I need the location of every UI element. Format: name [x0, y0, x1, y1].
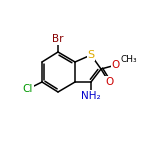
Text: Br: Br — [52, 34, 64, 44]
Text: CH₃: CH₃ — [121, 55, 137, 64]
Text: O: O — [105, 77, 113, 87]
Text: O: O — [112, 60, 120, 70]
Text: S: S — [87, 50, 95, 60]
Text: NH₂: NH₂ — [81, 91, 101, 101]
Text: Cl: Cl — [23, 84, 33, 94]
